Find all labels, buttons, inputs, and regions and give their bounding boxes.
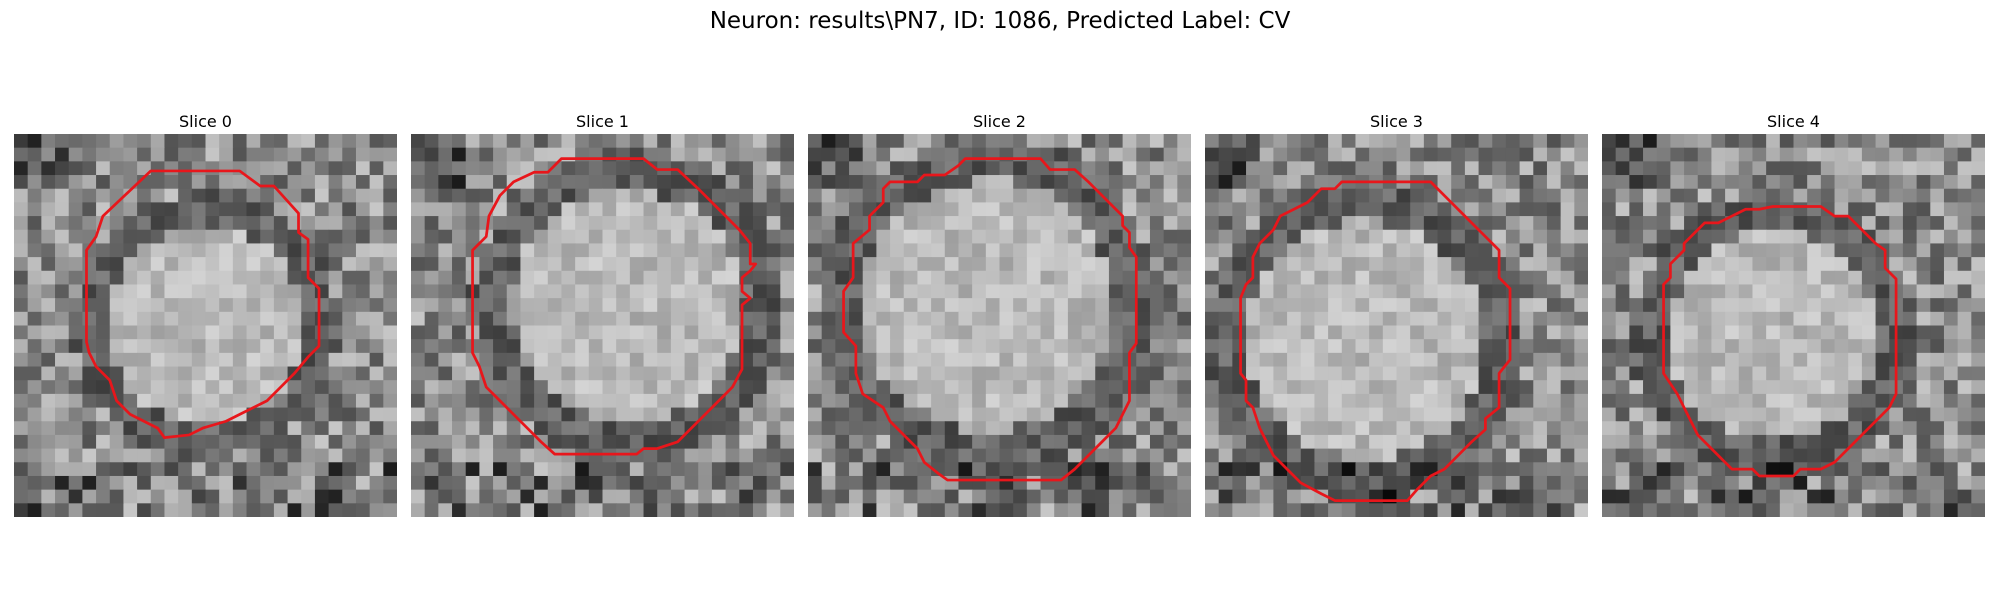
slice-panel-4: Slice 4 bbox=[1602, 110, 1985, 517]
slice-image-0 bbox=[14, 134, 397, 517]
panel-title: Slice 3 bbox=[1205, 110, 1588, 134]
panel-title: Slice 4 bbox=[1602, 110, 1985, 134]
slice-panel-1: Slice 1 bbox=[411, 110, 794, 517]
slice-image-2 bbox=[808, 134, 1191, 517]
slice-panel-3: Slice 3 bbox=[1205, 110, 1588, 517]
slice-image-3 bbox=[1205, 134, 1588, 517]
slice-image-4 bbox=[1602, 134, 1985, 517]
panel-title: Slice 2 bbox=[808, 110, 1191, 134]
panel-title: Slice 1 bbox=[411, 110, 794, 134]
panel-title: Slice 0 bbox=[14, 110, 397, 134]
figure-title: Neuron: results\PN7, ID: 1086, Predicted… bbox=[0, 8, 2000, 34]
slice-image-1 bbox=[411, 134, 794, 517]
slice-panel-0: Slice 0 bbox=[14, 110, 397, 517]
slice-panel-2: Slice 2 bbox=[808, 110, 1191, 517]
